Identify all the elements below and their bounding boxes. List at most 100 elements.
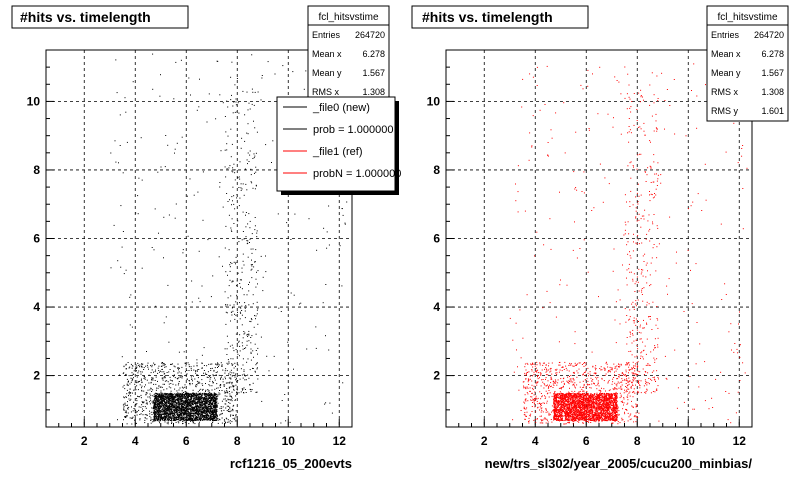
scatter-point [240,313,241,314]
scatter-point [248,334,249,335]
scatter-point [248,133,249,134]
scatter-point [215,400,216,401]
scatter-point [212,420,213,421]
scatter-point [240,318,241,319]
scatter-point [241,279,242,280]
scatter-point [156,412,157,413]
scatter-point [171,393,172,394]
scatter-point [202,406,203,407]
scatter-point [158,398,159,399]
scatter-point [156,414,157,415]
scatter-point [230,295,231,296]
scatter-point [268,61,269,62]
scatter-point [163,257,164,258]
scatter-point [167,285,168,286]
scatter-point [183,403,184,404]
scatter-point [225,150,226,151]
scatter-point [262,75,263,76]
scatter-point [197,365,198,366]
scatter-point [195,406,196,407]
scatter-point [199,422,200,423]
scatter-point [190,416,191,417]
scatter-point [257,392,258,393]
scatter-point [199,79,200,80]
scatter-point [145,366,146,367]
scatter-point [290,239,291,240]
scatter-point [231,383,232,384]
scatter-point [199,413,200,414]
scatter-point [219,394,220,395]
scatter-point [194,395,195,396]
scatter-point [136,381,137,382]
scatter-point [237,299,238,300]
scatter-point [195,397,196,398]
scatter-point [204,347,205,348]
scatter-point [141,397,142,398]
scatter-point [161,409,162,410]
scatter-point [164,373,165,374]
scatter-point [236,111,237,112]
scatter-point [142,401,143,402]
scatter-point [182,410,183,411]
scatter-point [249,282,250,283]
scatter-point [220,384,221,385]
scatter-point [233,112,234,113]
scatter-point [193,410,194,411]
scatter-point [178,419,179,420]
scatter-point [567,399,568,400]
scatter-point [231,410,232,411]
scatter-point [205,402,206,403]
scatter-point [237,354,238,355]
scatter-point [247,294,248,295]
scatter-point [205,405,206,406]
scatter-point [234,84,235,85]
legend-entry-label: _file1 (ref) [312,146,363,158]
y-tick-label: 2 [33,369,40,383]
scatter-point [210,370,211,371]
scatter-point [197,371,198,372]
scatter-point [125,112,126,113]
scatter-point [197,384,198,385]
scatter-point [224,421,225,422]
scatter-point [219,364,220,365]
scatter-point [170,393,171,394]
scatter-point [207,407,208,408]
scatter-point [117,92,118,93]
scatter-point [123,231,124,232]
scatter-point [156,418,157,419]
scatter-point [199,409,200,410]
scatter-point [217,61,218,62]
scatter-point [212,390,213,391]
scatter-point [243,212,244,213]
scatter-point [235,385,236,386]
scatter-point [181,411,182,412]
scatter-point [325,402,326,403]
scatter-point [152,247,153,248]
scatter-point [257,283,258,284]
scatter-point [125,405,126,406]
scatter-point [274,356,275,357]
scatter-point [162,396,163,397]
scatter-point [177,411,178,412]
scatter-point [194,418,195,419]
scatter-point [232,398,233,399]
scatter-point [165,408,166,409]
scatter-point [189,380,190,381]
scatter-point [175,409,176,410]
scatter-point [244,195,245,196]
scatter-point [169,386,170,387]
scatter-point [177,417,178,418]
scatter-point [155,397,156,398]
scatter-point [129,367,130,368]
scatter-point [329,245,330,246]
scatter-point [128,385,129,386]
scatter-point [194,419,195,420]
scatter-point [225,398,226,399]
scatter-point [184,398,185,399]
scatter-point [171,398,172,399]
scatter-point [252,253,253,254]
scatter-point [250,342,251,343]
scatter-point [170,420,171,421]
scatter-point [115,140,116,141]
scatter-point [230,403,231,404]
